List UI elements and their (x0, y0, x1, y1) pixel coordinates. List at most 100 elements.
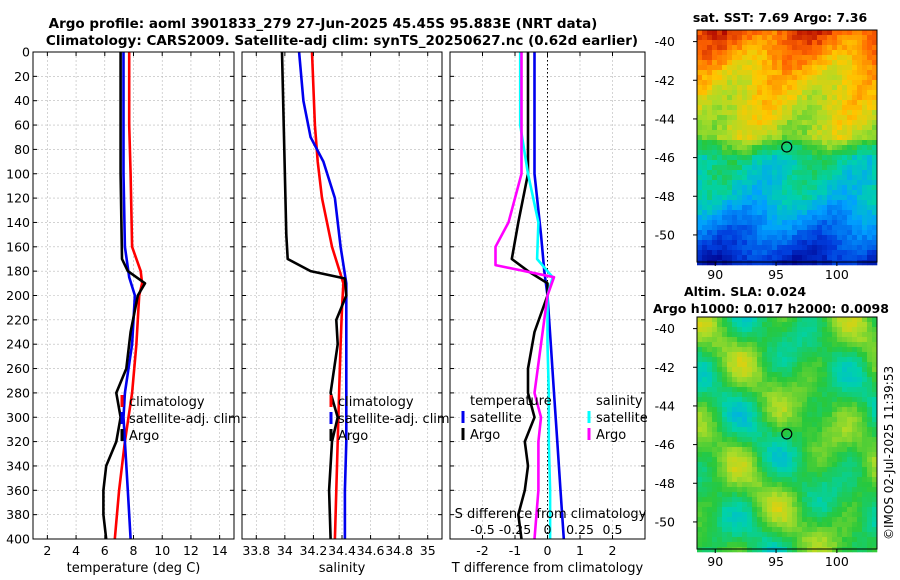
map-cell (712, 447, 718, 453)
map-cell (767, 85, 773, 91)
map-cell (737, 427, 743, 433)
map-cell (757, 487, 763, 493)
map-cell (802, 80, 808, 86)
map-cell (837, 110, 843, 116)
map-cell (722, 482, 728, 488)
map-cell (792, 70, 798, 76)
map-cell (852, 507, 858, 513)
map-cell (727, 250, 733, 256)
map-cell (772, 547, 778, 553)
map-cell (787, 392, 793, 398)
map-cell (842, 110, 848, 116)
map-cell (822, 240, 828, 246)
map-lon-label: 100 (825, 267, 849, 282)
map-cell (757, 170, 763, 176)
map-cell (747, 547, 753, 553)
map-cell (797, 422, 803, 428)
map-cell (772, 120, 778, 126)
map-cell (847, 502, 853, 508)
map-cell (697, 35, 703, 41)
x-tick-label: 14 (212, 543, 228, 558)
map-cell (707, 120, 713, 126)
map-cell (807, 55, 813, 61)
map-cell (737, 65, 743, 71)
map-cell (807, 382, 813, 388)
map-cell (697, 357, 703, 363)
map-cell (847, 210, 853, 216)
map-cell (772, 512, 778, 518)
map-cell (747, 150, 753, 156)
map-cell (822, 30, 828, 36)
map-cell (872, 145, 878, 151)
map-cell (777, 165, 783, 171)
map-cell (842, 95, 848, 101)
map-cell (867, 517, 873, 523)
map-cell (842, 145, 848, 151)
map-cell (867, 317, 873, 323)
map-cell (747, 392, 753, 398)
map-cell (812, 332, 818, 338)
map-cell (747, 260, 753, 266)
map-cell (832, 55, 838, 61)
map-cell (822, 215, 828, 221)
map-cell (762, 40, 768, 46)
map-cell (747, 407, 753, 413)
map-cell (802, 357, 808, 363)
map-cell (857, 407, 863, 413)
map-cell (812, 452, 818, 458)
map-cell (757, 180, 763, 186)
map-cell (772, 437, 778, 443)
map-cell (797, 352, 803, 358)
map-cell (742, 135, 748, 141)
map-cell (852, 155, 858, 161)
map-cell (822, 342, 828, 348)
map-cell (847, 150, 853, 156)
map-cell (757, 512, 763, 518)
map-cell (837, 512, 843, 518)
map-cell (772, 537, 778, 543)
map-cell (842, 135, 848, 141)
map-cell (832, 472, 838, 478)
map-cell (792, 230, 798, 236)
map-cell (757, 115, 763, 121)
map-cell (807, 155, 813, 161)
map-cell (832, 352, 838, 358)
map-cell (867, 417, 873, 423)
map-cell (737, 120, 743, 126)
map-cell (857, 115, 863, 121)
map-cell (702, 240, 708, 246)
map-cell (822, 225, 828, 231)
map-cell (752, 432, 758, 438)
map-cell (737, 382, 743, 388)
map-cell (772, 250, 778, 256)
map-cell (852, 240, 858, 246)
map-cell (792, 517, 798, 523)
map-cell (762, 130, 768, 136)
map-cell (817, 110, 823, 116)
map-cell (827, 327, 833, 333)
map-cell (767, 235, 773, 241)
map-cell (782, 120, 788, 126)
map-cell (847, 135, 853, 141)
map-cell (842, 472, 848, 478)
map-cell (847, 447, 853, 453)
map-cell (867, 185, 873, 191)
argo-location-marker (781, 428, 793, 440)
map-lon-label: 95 (768, 267, 784, 282)
map-cell (697, 337, 703, 343)
map-cell (812, 225, 818, 231)
map-cell (782, 437, 788, 443)
map-cell (777, 527, 783, 533)
map-cell (702, 367, 708, 373)
map-cell (862, 40, 868, 46)
map-cell (832, 35, 838, 41)
map-cell (702, 537, 708, 543)
map-cell (767, 165, 773, 171)
map-cell (827, 100, 833, 106)
map-cell (837, 532, 843, 538)
map-cell (837, 472, 843, 478)
map-cell (732, 70, 738, 76)
map-cell (807, 100, 813, 106)
map-cell (707, 472, 713, 478)
map-cell (857, 125, 863, 131)
